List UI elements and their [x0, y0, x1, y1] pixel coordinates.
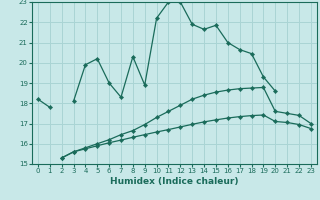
X-axis label: Humidex (Indice chaleur): Humidex (Indice chaleur) — [110, 177, 239, 186]
